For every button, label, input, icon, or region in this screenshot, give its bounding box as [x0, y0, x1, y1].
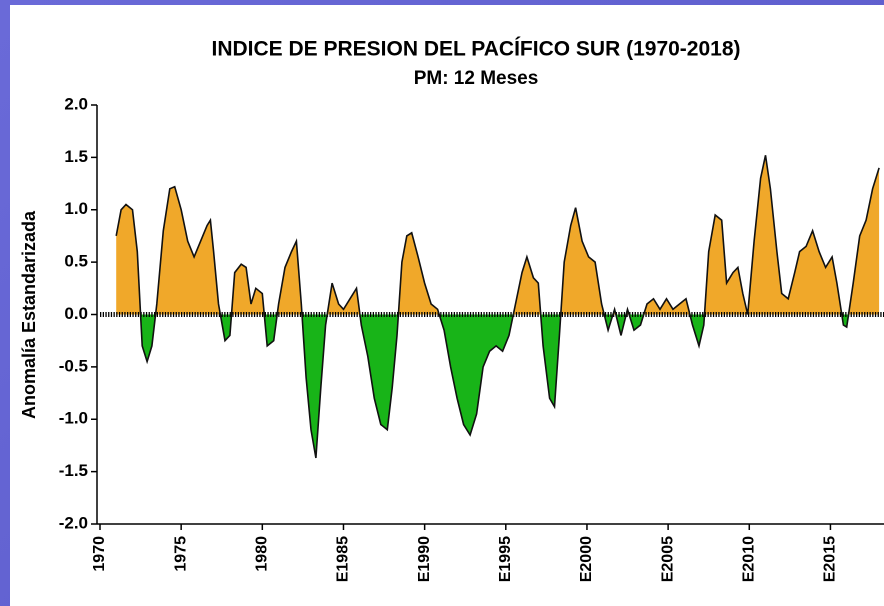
- y-tick-label: 0.5: [64, 252, 88, 271]
- x-tick-label: E2005: [659, 536, 676, 582]
- x-tick-label: E1995: [497, 536, 514, 582]
- x-tick-label: E2015: [822, 536, 839, 582]
- x-tick-label: E2010: [740, 536, 757, 582]
- x-tick-label: 1970: [91, 536, 108, 572]
- chart-title: INDICE DE PRESION DEL PACÍFICO SUR (1970…: [211, 38, 740, 61]
- y-tick-label: -2.0: [59, 513, 88, 532]
- chart-subtitle: PM: 12 Meses: [414, 68, 539, 89]
- series-line: [115, 155, 880, 459]
- x-tick-label: E2000: [578, 536, 595, 582]
- y-tick-label: 0.0: [64, 304, 88, 323]
- y-tick-label: -0.5: [59, 356, 88, 375]
- y-tick-label: -1.5: [59, 461, 88, 480]
- y-tick-label: 1.5: [64, 147, 88, 166]
- y-tick-label: 2.0: [64, 94, 88, 113]
- x-tick-label: 1975: [172, 536, 189, 572]
- x-tick-label: E1985: [335, 536, 352, 582]
- x-tick-label: 1980: [254, 536, 271, 572]
- y-axis-label: Anomalía Estandarizada: [19, 210, 39, 419]
- negative-area: [116, 314, 880, 458]
- y-tick-label: -1.0: [59, 409, 88, 428]
- positive-area: [116, 155, 880, 315]
- x-tick-label: E1990: [416, 536, 433, 582]
- y-tick-label: 1.0: [64, 199, 88, 218]
